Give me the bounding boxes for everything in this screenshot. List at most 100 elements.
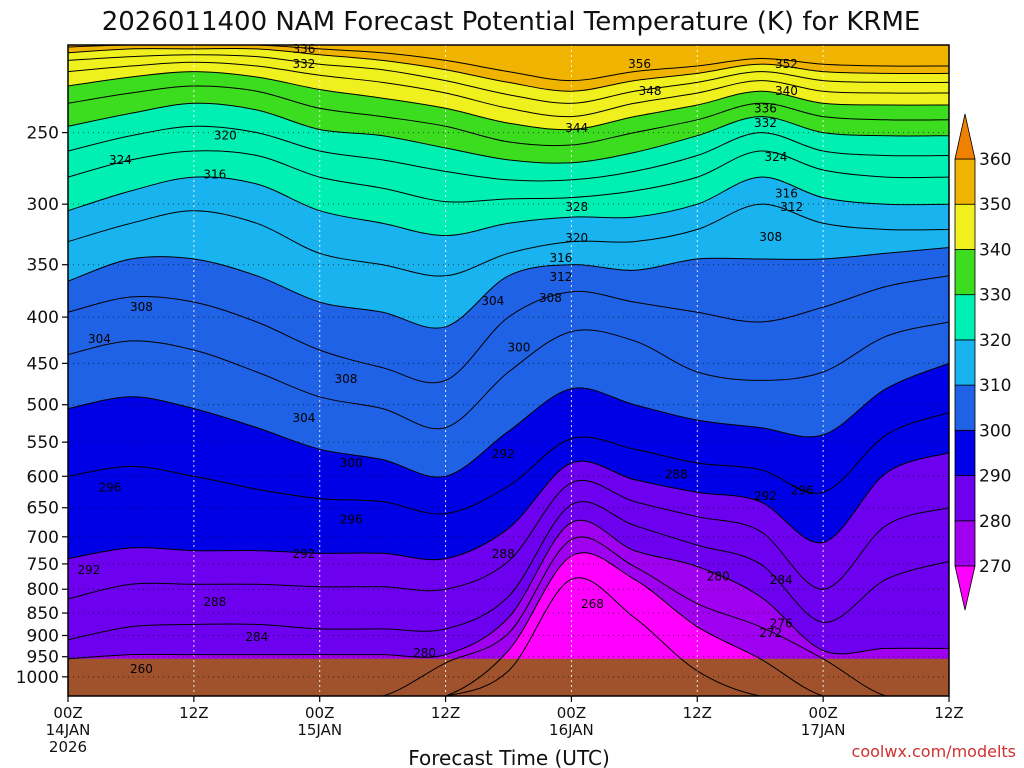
contour-label-44: 280 [413,646,436,660]
x-axis-label: Forecast Time (UTC) [408,746,610,768]
contour-label-17: 308 [759,230,782,244]
colorbar-top-extension [954,113,976,160]
isentrope-308 [68,275,949,384]
colorbar-segment-340 [954,203,976,250]
y-tick-label-4: 450 [27,354,59,374]
contour-label-24: 300 [508,340,531,354]
contour-label-31: 292 [754,489,777,503]
x-tick-label-2-1: 00Z [305,704,334,722]
colorbar-tick-270: 270 [979,557,1011,577]
y-tick-label-9: 700 [27,528,59,548]
contour-label-7: 332 [754,116,777,130]
contour-label-13: 316 [775,187,798,201]
isentrope-268 [68,577,949,696]
colorbar-tick-320: 320 [979,331,1011,351]
colorbar: 270 280 290 300 310 320 330 340 350 360 [954,113,1011,611]
x-tick-label-1-1: 12Z [179,704,208,722]
contour-label-1: 332 [293,57,316,71]
contour-label-3: 352 [775,57,798,71]
isentrope-352 [68,47,949,92]
contour-label-8: 344 [565,121,588,135]
contour-label-41: 276 [770,617,793,631]
contour-label-19: 312 [549,270,572,284]
y-axis-ticks: 250 300 350 400 450 500 550 600 650 700 750 800 850 9… [16,124,68,688]
colorbar-tick-290: 290 [979,467,1011,487]
colorbar-tick-350: 350 [979,195,1011,215]
isentrope-344 [68,61,949,118]
isentrope-272 [68,552,949,696]
contour-label-38: 284 [770,573,793,587]
y-tick-label-6: 550 [27,433,59,453]
contour-label-4: 348 [639,84,662,98]
isentrope-280 [68,519,949,660]
contour-label-27: 300 [340,456,363,470]
isentrope-332 [68,102,949,164]
y-tick-label-2: 350 [27,256,59,276]
contour-label-16: 320 [565,231,588,245]
contour-label-10: 324 [109,153,132,167]
contour-label-21: 304 [481,294,504,308]
x-tick-label-5-1: 12Z [683,704,712,722]
contour-label-23: 304 [88,332,111,346]
ground-fill [68,658,949,696]
contour-label-12: 324 [764,150,787,164]
contour-label-30: 296 [98,480,121,494]
contour-label-33: 296 [340,513,363,527]
x-tick-label-6-2: 17JAN [801,721,846,739]
chart-title: 2026011400 NAM Forecast Potential Temper… [102,7,921,37]
isentrope-328 [68,125,949,182]
colorbar-tick-330: 330 [979,286,1011,306]
y-tick-label-1: 300 [27,195,59,215]
isentrope-316 [68,203,949,277]
y-tick-label-10: 750 [27,555,59,575]
contour-label-15: 328 [565,200,588,214]
isentrope-lines [68,45,949,696]
plot-frame [67,44,950,697]
contour-label-25: 308 [334,372,357,386]
contour-label-26: 304 [293,411,316,425]
isentrope-356 [68,45,949,82]
colorbar-tick-340: 340 [979,240,1011,260]
isentrope-292 [68,452,949,561]
isentrope-312 [68,247,949,329]
isentrope-284 [68,501,949,641]
isentrope-340 [68,71,949,131]
contour-label-36: 292 [78,563,101,577]
x-tick-label-6-1: 00Z [808,704,837,722]
colorbar-segment-350 [954,158,976,205]
x-tick-label-3-1: 12Z [431,704,460,722]
isentrope-336 [68,85,949,147]
isentrope-304 [68,321,949,430]
colorbar-segment-290 [954,429,976,476]
contour-label-11: 316 [203,167,226,181]
theta-filled-bands [68,45,949,696]
y-tick-label-3: 400 [27,308,59,328]
y-tick-label-14: 950 [27,648,59,668]
contour-label-29: 288 [665,467,688,481]
colorbar-tick-310: 310 [979,376,1011,396]
y-tick-label-11: 800 [27,580,59,600]
colorbar-segment-310 [954,339,976,386]
x-tick-label-4-2: 16JAN [549,721,594,739]
contour-label-35: 288 [492,547,515,561]
colorbar-segment-320 [954,294,976,341]
contour-label-32: 296 [791,483,814,497]
colorbar-segment-280 [954,475,976,522]
contour-label-28: 292 [492,447,515,461]
contour-label-34: 292 [293,547,316,561]
y-tick-label-5: 500 [27,396,59,416]
x-tick-label-0-1: 00Z [53,704,82,722]
isentrope-300 [68,362,949,478]
y-tick-label-12: 850 [27,604,59,624]
x-tick-label-4-1: 00Z [557,704,586,722]
y-tick-label-0: 250 [27,124,59,144]
contour-label-37: 280 [707,569,730,583]
contour-label-20: 308 [539,291,562,305]
theta-band-above-356 [68,45,949,81]
y-tick-label-7: 600 [27,467,59,487]
contour-label-22: 308 [130,300,153,314]
y-tick-label-8: 650 [27,499,59,519]
contour-label-40: 268 [581,597,604,611]
isentrope-276 [68,536,949,696]
